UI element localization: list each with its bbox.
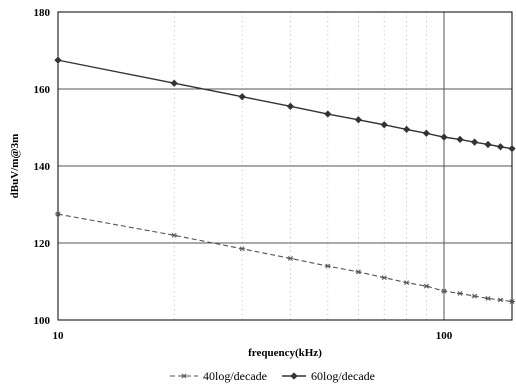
legend-marker xyxy=(290,372,298,380)
data-point xyxy=(239,246,246,252)
legend: 40log/decade 60log/decade xyxy=(170,369,375,383)
data-point xyxy=(509,299,515,304)
data-point xyxy=(355,269,362,275)
data-point xyxy=(403,280,410,286)
legend-marker-40log xyxy=(181,373,187,379)
y-tick-label: 100 xyxy=(34,315,51,327)
legend-label-40log: 40log/decade xyxy=(203,369,267,383)
x-axis-title: frequency(kHz) xyxy=(248,347,322,359)
series xyxy=(54,56,516,304)
x-tick-label: 10 xyxy=(53,330,65,342)
data-point xyxy=(287,255,294,261)
y-tick-label: 140 xyxy=(34,161,51,173)
data-point xyxy=(380,121,388,129)
legend-marker-60log xyxy=(290,372,298,380)
y-tick-label: 120 xyxy=(34,238,51,250)
data-point xyxy=(456,135,464,144)
data-point xyxy=(55,211,61,217)
data-point xyxy=(497,297,504,303)
series-60log xyxy=(54,56,516,153)
data-point xyxy=(422,129,430,137)
data-point xyxy=(238,93,246,101)
data-point xyxy=(54,56,62,64)
data-point xyxy=(354,116,363,124)
x-tick-label: 100 xyxy=(436,330,453,342)
data-point xyxy=(496,143,505,151)
data-point xyxy=(508,145,516,153)
data-point xyxy=(441,288,448,294)
data-point xyxy=(324,263,331,269)
plot-area xyxy=(57,11,513,321)
data-point xyxy=(470,138,479,146)
legend-label-60log: 60log/decade xyxy=(311,369,375,383)
y-tick-label: 160 xyxy=(34,84,51,96)
series-40log xyxy=(55,211,515,304)
data-point xyxy=(170,79,178,87)
data-point xyxy=(423,283,430,289)
data-point xyxy=(440,133,448,141)
grid xyxy=(58,12,512,320)
data-point xyxy=(324,110,332,118)
y-axis-title: dBuV/m@3m xyxy=(9,134,21,199)
y-tick-label: 180 xyxy=(34,7,51,19)
data-point xyxy=(286,102,295,110)
data-point xyxy=(381,275,388,281)
data-point xyxy=(485,295,492,301)
data-point xyxy=(484,140,492,149)
data-point xyxy=(171,232,178,238)
data-point xyxy=(471,293,478,299)
data-point xyxy=(457,290,464,296)
data-point xyxy=(402,125,411,134)
legend-marker xyxy=(181,373,187,379)
